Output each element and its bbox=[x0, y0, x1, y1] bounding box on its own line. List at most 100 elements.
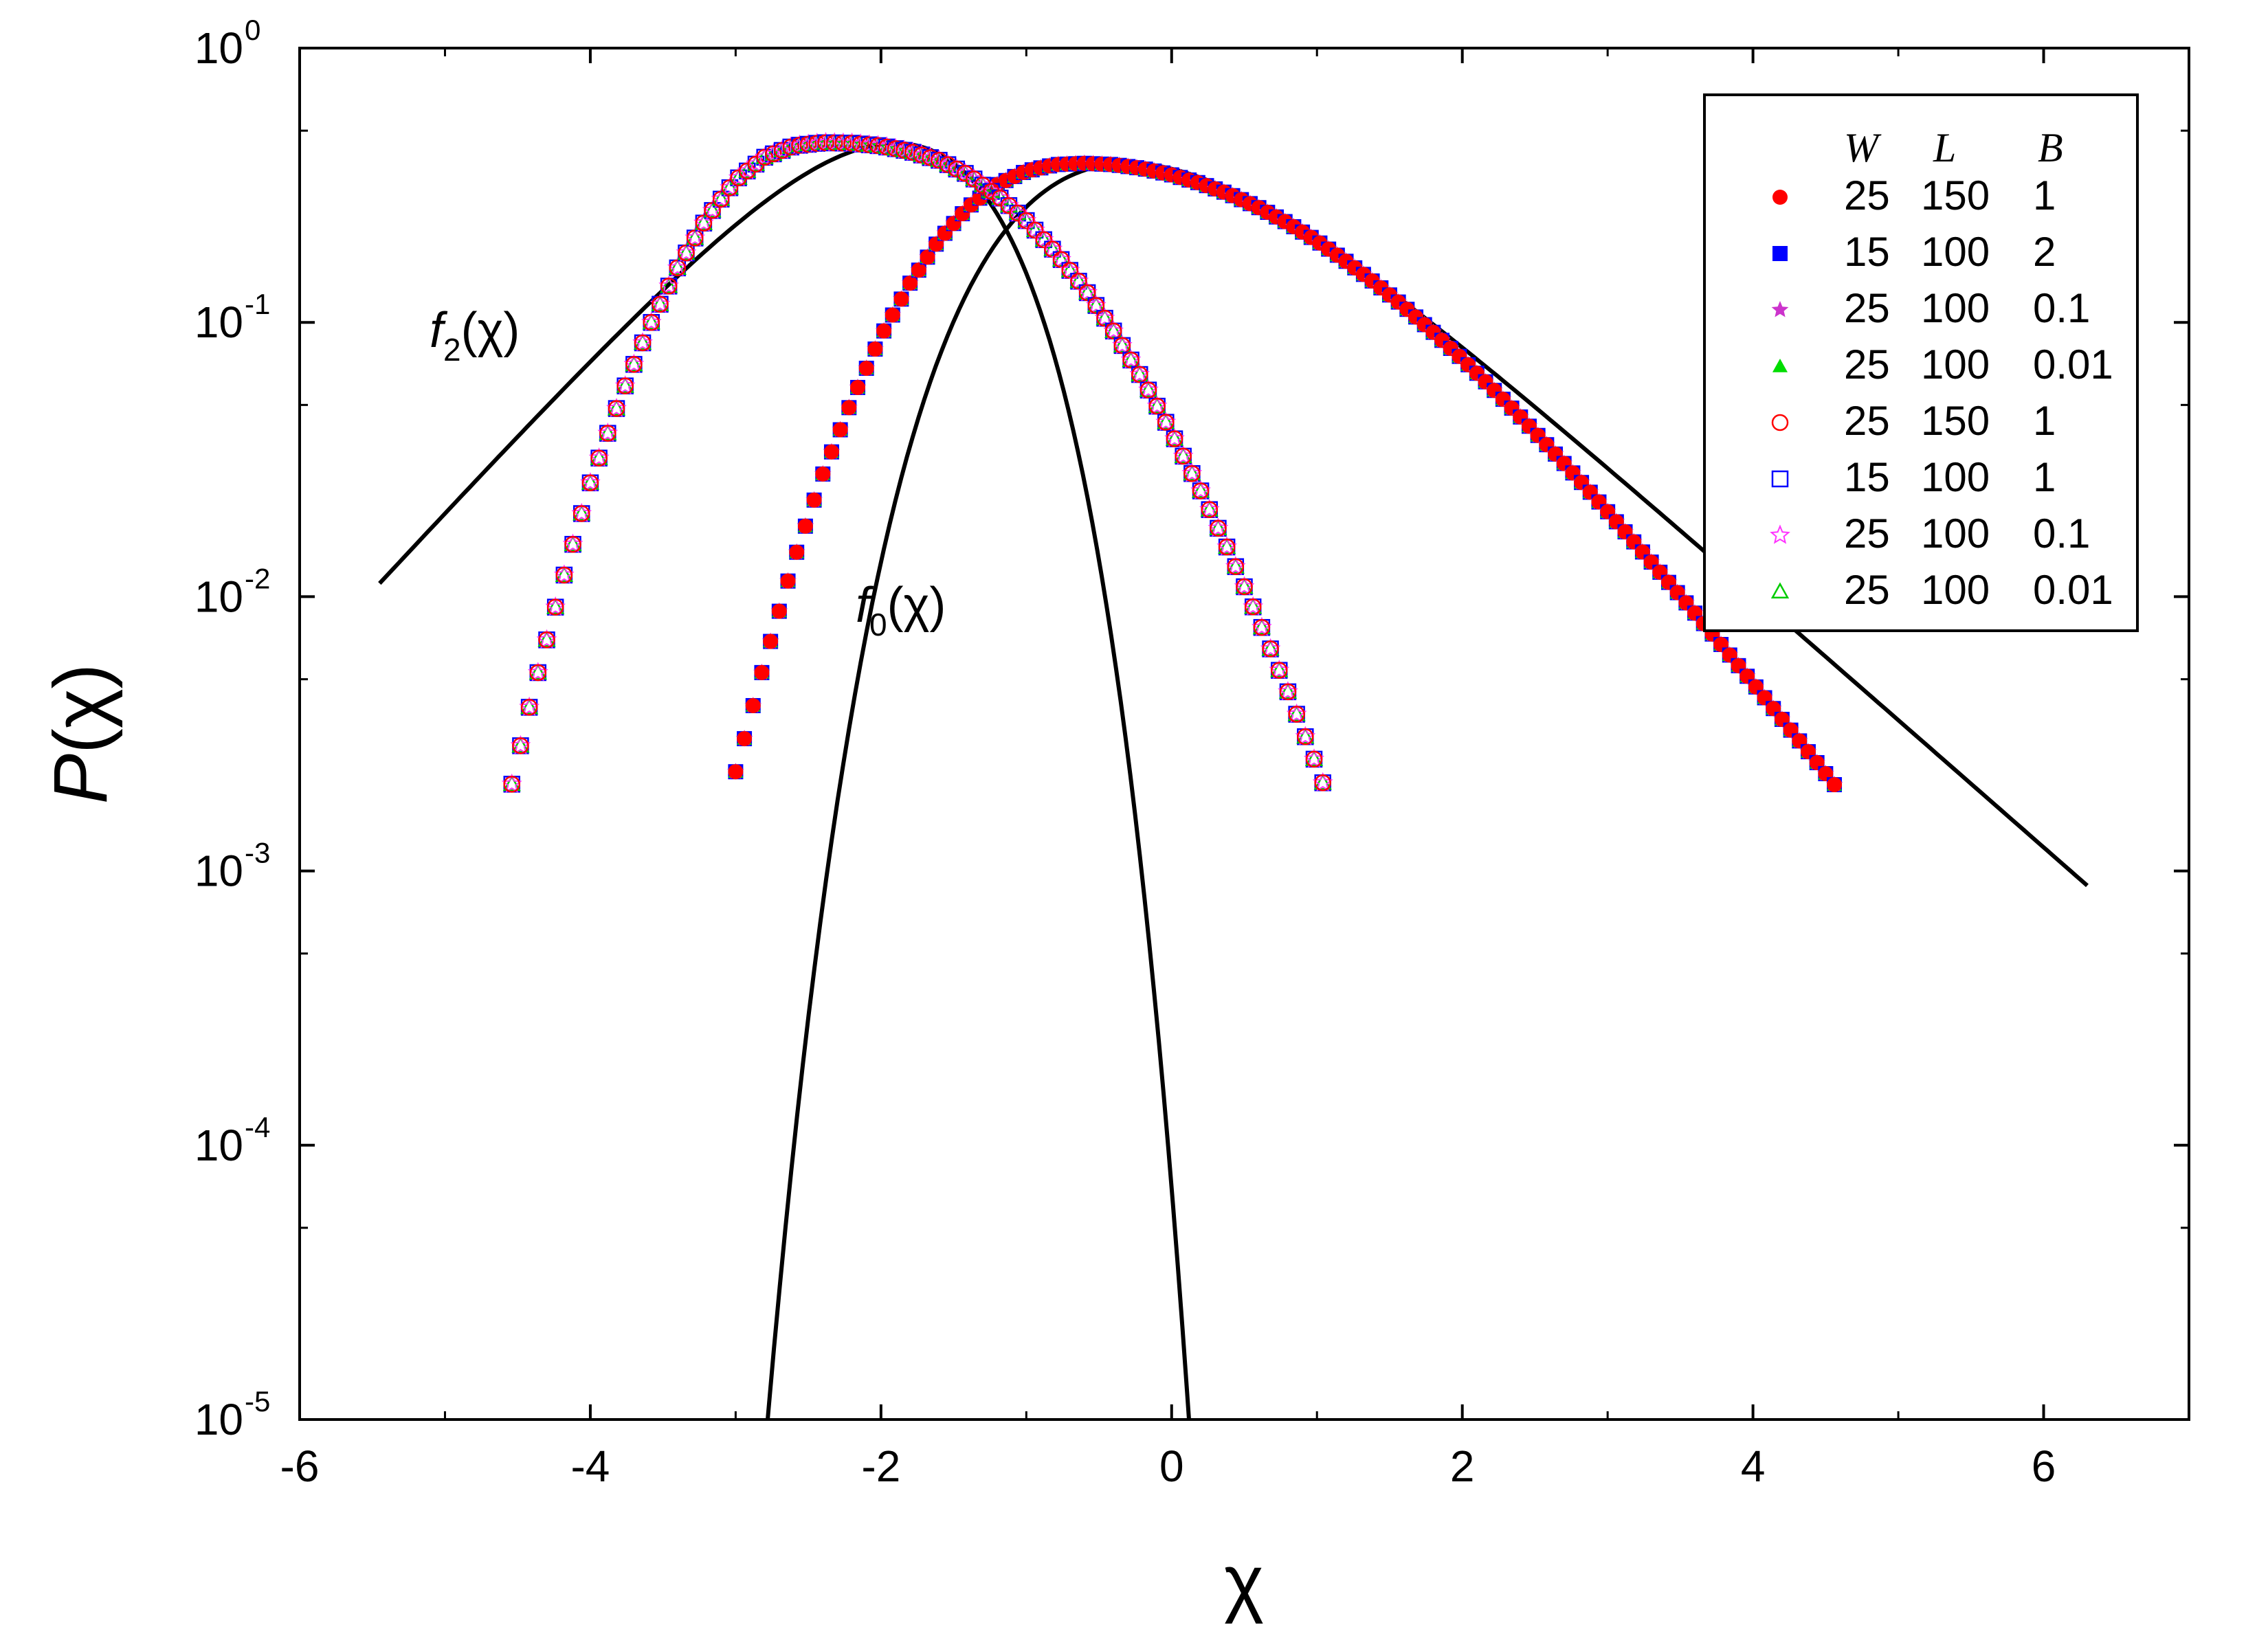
marker-circle-open bbox=[434, 0, 449, 8]
marker-triangle-open bbox=[1025, 221, 1045, 237]
marker-square-open bbox=[478, 0, 493, 15]
marker-circle-open bbox=[1621, 0, 1636, 8]
marker-circle-filled bbox=[1949, 0, 1964, 8]
marker-circle-open bbox=[791, 137, 808, 154]
marker-circle-filled bbox=[893, 291, 909, 307]
marker-square-open bbox=[1559, 0, 1575, 15]
x-tick-label: 6 bbox=[2032, 1442, 2056, 1491]
marker-circle-open bbox=[564, 535, 581, 553]
marker-circle-filled bbox=[2149, 0, 2164, 8]
marker-square-filled bbox=[1905, 0, 1920, 15]
marker-circle-filled bbox=[667, 0, 682, 8]
marker-circle-open bbox=[1420, 0, 1435, 8]
marker-circle-open bbox=[913, 146, 931, 164]
marker-square-filled bbox=[667, 0, 682, 15]
marker-triangle-open bbox=[1157, 413, 1175, 429]
marker-square-open bbox=[487, 0, 502, 15]
marker-square-open bbox=[1385, 0, 1400, 15]
legend-b: 0.01 bbox=[2033, 567, 2113, 613]
marker-square-open bbox=[1542, 0, 1557, 15]
marker-square-open bbox=[1394, 0, 1409, 15]
marker-circle-open bbox=[496, 0, 511, 8]
legend-b: 2 bbox=[2033, 229, 2056, 275]
marker-circle-open bbox=[834, 134, 852, 152]
x-tick-label: -6 bbox=[280, 1442, 320, 1491]
marker-triangle-open bbox=[1148, 396, 1166, 414]
marker-circle-open bbox=[1603, 0, 1618, 8]
marker-circle-open bbox=[1166, 430, 1183, 447]
marker-triangle-open bbox=[633, 333, 652, 350]
marker-circle-open bbox=[782, 138, 799, 156]
marker-circle-filled bbox=[1975, 0, 1990, 8]
annotation-f2-sub: 2 bbox=[443, 332, 461, 368]
marker-circle-open bbox=[1612, 0, 1627, 8]
marker-square-filled bbox=[1983, 0, 1999, 15]
marker-triangle-open bbox=[1244, 597, 1263, 614]
marker-circle-open bbox=[1368, 0, 1383, 8]
marker-square-filled bbox=[2097, 0, 2112, 15]
marker-circle-open bbox=[1350, 0, 1365, 8]
marker-square-filled bbox=[2063, 0, 2078, 15]
marker-triangle-open bbox=[1131, 365, 1149, 382]
marker-square-open bbox=[339, 0, 354, 15]
marker-circle-open bbox=[1472, 0, 1487, 8]
marker-circle-open bbox=[1253, 618, 1271, 636]
marker-circle-open bbox=[469, 0, 485, 8]
marker-square-open bbox=[434, 0, 449, 15]
marker-circle-open bbox=[669, 259, 687, 277]
marker-square-filled bbox=[676, 0, 691, 15]
marker-triangle-open bbox=[1304, 750, 1324, 766]
legend-w: 15 bbox=[1844, 454, 1890, 500]
marker-circle-open bbox=[1359, 0, 1374, 8]
marker-square-open bbox=[1603, 0, 1618, 15]
marker-circle-filled bbox=[2097, 0, 2112, 8]
marker-circle-open bbox=[1078, 284, 1096, 302]
marker-circle-open bbox=[417, 0, 432, 8]
marker-triangle-open bbox=[1069, 271, 1088, 289]
marker-circle-filled bbox=[841, 400, 857, 416]
marker-triangle-open bbox=[1200, 500, 1219, 517]
marker-circle-filled bbox=[1931, 0, 1946, 8]
marker-circle-open bbox=[391, 0, 406, 8]
marker-circle-open bbox=[1385, 0, 1400, 8]
marker-circle-filled bbox=[1836, 0, 1851, 8]
marker-triangle-open bbox=[520, 697, 539, 715]
marker-circle-open bbox=[478, 0, 493, 8]
marker-circle-open bbox=[765, 145, 782, 163]
data-markers bbox=[321, 0, 2164, 794]
marker-circle-filled bbox=[1827, 777, 1843, 793]
legend-w: 25 bbox=[1844, 285, 1890, 331]
marker-square-filled bbox=[2054, 0, 2069, 15]
marker-circle-filled bbox=[2036, 0, 2052, 8]
marker-circle-open bbox=[408, 0, 423, 8]
marker-square-open bbox=[321, 0, 336, 15]
legend-w: 25 bbox=[1844, 398, 1890, 444]
marker-circle-open bbox=[1463, 0, 1478, 8]
marker-circle-filled bbox=[885, 307, 900, 323]
marker-triangle-open bbox=[1096, 309, 1114, 326]
marker-circle-open bbox=[1262, 640, 1279, 658]
marker-circle-filled bbox=[920, 249, 935, 265]
marker-triangle-open bbox=[659, 276, 678, 293]
marker-square-open bbox=[1533, 0, 1548, 15]
marker-circle-open bbox=[356, 0, 371, 8]
marker-circle-filled bbox=[771, 603, 787, 619]
marker-square-filled bbox=[554, 0, 569, 15]
marker-square-open bbox=[469, 0, 485, 15]
marker-circle-open bbox=[1288, 706, 1305, 723]
marker-triangle-open bbox=[529, 663, 547, 680]
marker-circle-open bbox=[1122, 351, 1139, 369]
marker-circle-open bbox=[365, 0, 380, 8]
marker-circle-filled bbox=[911, 262, 926, 278]
marker-circle-open bbox=[625, 356, 643, 373]
marker-circle-open bbox=[1664, 0, 1679, 8]
marker-square-filled bbox=[641, 0, 656, 15]
marker-square-filled bbox=[2149, 0, 2164, 15]
marker-circle-open bbox=[1070, 273, 1087, 290]
legend-w: 25 bbox=[1844, 172, 1890, 218]
marker-circle-filled bbox=[571, 0, 586, 8]
marker-triangle-open bbox=[1313, 773, 1332, 790]
marker-square-open bbox=[399, 0, 414, 15]
marker-square-filled bbox=[2045, 0, 2060, 15]
y-axis-title: P(χ) bbox=[38, 664, 123, 804]
